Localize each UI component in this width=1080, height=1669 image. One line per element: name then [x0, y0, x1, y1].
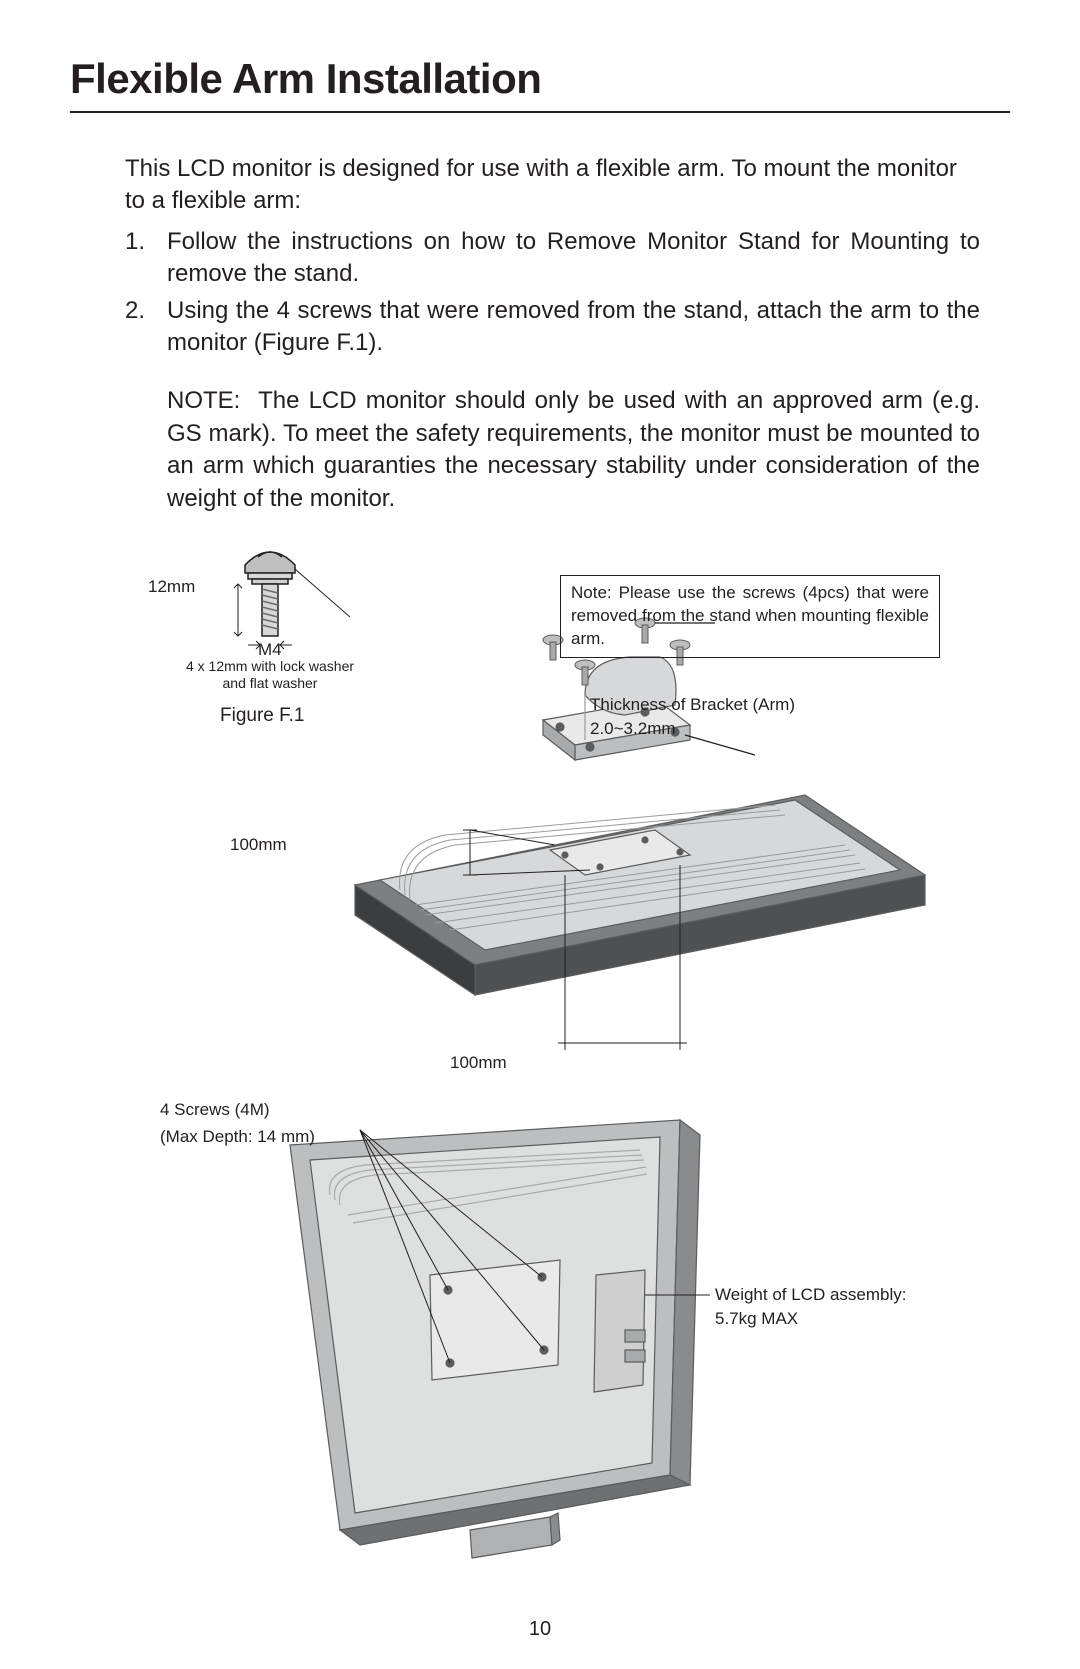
- screw-length-label: 12mm: [148, 577, 195, 597]
- bracket-thickness-value: 2.0~3.2mm: [590, 719, 676, 739]
- step-item: Using the 4 screws that were removed fro…: [125, 295, 980, 360]
- figure-area: 12mm M4 4 x 12mm with lock washer and fl…: [70, 555, 1010, 1605]
- screws-count-label: 4 Screws (4M): [160, 1100, 270, 1120]
- screw-spec-label: M4: [258, 640, 282, 660]
- steps-list: Follow the instructions on how to Remove…: [125, 226, 980, 360]
- step-item: Follow the instructions on how to Remove…: [125, 226, 980, 291]
- note-paragraph: NOTE: The LCD monitor should only be use…: [125, 385, 980, 515]
- weight-label: Weight of LCD assembly:: [715, 1285, 906, 1305]
- intro-paragraph: This LCD monitor is designed for use wit…: [125, 153, 980, 218]
- figure-caption: Figure F.1: [220, 705, 304, 727]
- page-number: 10: [0, 1618, 1080, 1641]
- body-text-block: This LCD monitor is designed for use wit…: [125, 153, 980, 515]
- figure-note-box: Note: Please use the screws (4pcs) that …: [560, 575, 940, 658]
- screw-detail-label: 4 x 12mm with lock washer and flat washe…: [180, 658, 360, 692]
- screws-depth-label: (Max Depth: 14 mm): [160, 1127, 315, 1147]
- page-title: Flexible Arm Installation: [70, 55, 1010, 113]
- vesa-width-label: 100mm: [450, 1053, 507, 1073]
- diagram-lower: [200, 1075, 760, 1575]
- weight-value: 5.7kg MAX: [715, 1309, 798, 1329]
- bracket-thickness-label: Thickness of Bracket (Arm): [590, 695, 795, 715]
- vesa-height-label: 100mm: [230, 835, 287, 855]
